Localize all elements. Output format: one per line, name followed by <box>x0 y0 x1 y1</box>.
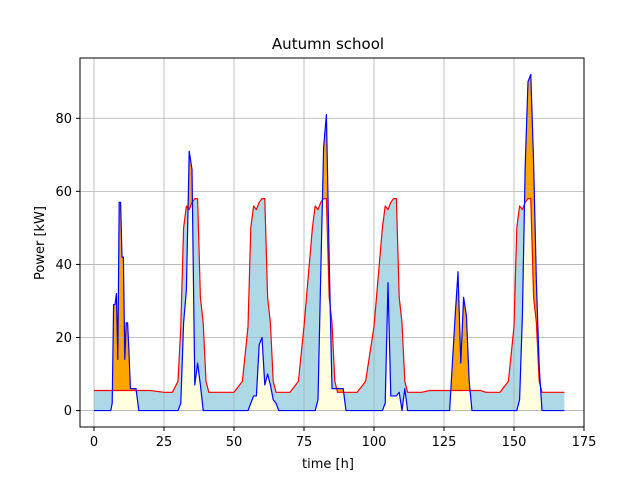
y-axis: 0 20 40 60 80 <box>55 112 80 419</box>
y-tick-label: 20 <box>55 331 72 346</box>
y-tick-label: 80 <box>55 112 72 127</box>
x-tick-label: 75 <box>296 435 313 450</box>
generation-line <box>94 198 565 393</box>
load-line <box>94 73 565 412</box>
x-tick-label: 50 <box>226 435 243 450</box>
plot-frame <box>79 57 585 428</box>
x-tick-label: 100 <box>362 435 387 450</box>
plot-area <box>94 74 565 411</box>
x-axis: 0 25 50 75 100 125 150 175 <box>90 427 597 450</box>
series-lines <box>94 73 565 412</box>
y-tick-label: 60 <box>55 185 72 200</box>
x-tick-label: 150 <box>502 435 527 450</box>
y-tick-label: 0 <box>64 404 72 419</box>
y-tick-label: 40 <box>55 258 72 273</box>
y-axis-label: Power [kW] <box>33 206 48 280</box>
x-tick-label: 175 <box>572 435 597 450</box>
x-tick-label: 0 <box>90 435 98 450</box>
self-consumed-area <box>94 198 565 411</box>
x-axis-label: time [h] <box>302 457 354 472</box>
x-tick-label: 25 <box>156 435 173 450</box>
surplus-area <box>94 198 565 411</box>
chart-title: Autumn school <box>272 35 384 53</box>
grid <box>80 58 585 427</box>
x-tick-label: 125 <box>432 435 457 450</box>
